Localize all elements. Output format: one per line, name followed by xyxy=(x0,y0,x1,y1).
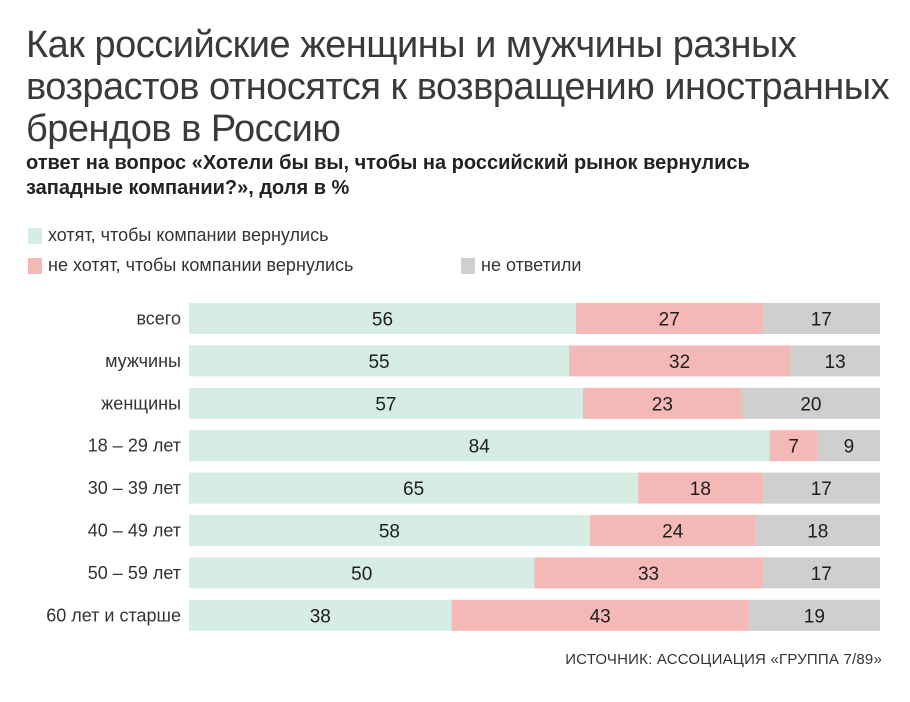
data-label-not-want: 18 xyxy=(690,479,711,500)
title-line-3: брендов в Россию xyxy=(26,108,341,150)
bar-segment-want xyxy=(189,599,452,631)
legend-swatch-not-want xyxy=(28,257,42,274)
data-label-not-want: 23 xyxy=(652,394,673,415)
data-label-not-want: 43 xyxy=(590,606,611,627)
bar-segment-no-answer xyxy=(762,303,880,334)
data-label-no-answer: 20 xyxy=(800,394,821,415)
data-label-not-want: 32 xyxy=(669,352,690,373)
bar-segment-no-answer xyxy=(762,557,880,589)
bar-segment-not-want xyxy=(451,599,749,631)
data-label-no-answer: 19 xyxy=(804,606,825,627)
data-label-no-answer: 9 xyxy=(844,437,855,458)
data-label-no-answer: 17 xyxy=(811,310,832,331)
data-label-want: 65 xyxy=(403,479,424,500)
bar-segment-not-want xyxy=(769,430,818,462)
category-label: 40 – 49 лет xyxy=(88,521,181,541)
legend-item-no-answer: не ответили xyxy=(461,255,581,276)
bar-segment-no-answer xyxy=(741,387,880,419)
bar-segment-want xyxy=(189,557,535,589)
bar-segment-not-want xyxy=(582,387,742,419)
data-label-no-answer: 17 xyxy=(811,479,832,500)
bar-segment-want xyxy=(189,387,583,419)
category-label: всего xyxy=(136,309,181,329)
data-label-want: 56 xyxy=(372,310,393,331)
bar-segment-no-answer xyxy=(790,345,880,377)
source-note: ИСТОЧНИК: АССОЦИАЦИЯ «ГРУППА 7/89» xyxy=(565,651,882,668)
category-label: 60 лет и старше xyxy=(46,605,181,625)
legend-label-not-want: не хотят, чтобы компании вернулись xyxy=(48,255,354,275)
bar-segment-no-answer xyxy=(817,430,880,462)
data-label-no-answer: 13 xyxy=(825,352,846,373)
data-label-want: 58 xyxy=(379,522,400,543)
data-label-want: 50 xyxy=(351,564,372,585)
data-label-want: 55 xyxy=(368,352,389,373)
data-label-want: 57 xyxy=(375,394,396,415)
bar-segment-not-want xyxy=(534,557,763,589)
bar-segment-want xyxy=(189,345,570,377)
title-line-2: возрастов относятся к возвращению иностр… xyxy=(26,66,890,108)
category-label: 50 – 59 лет xyxy=(88,563,181,583)
bar-segment-want xyxy=(189,515,590,546)
category-label: 30 – 39 лет xyxy=(88,478,181,498)
bar-segment-want xyxy=(189,430,770,462)
data-label-want: 84 xyxy=(469,437,491,458)
data-label-not-want: 24 xyxy=(662,522,684,543)
data-label-no-answer: 17 xyxy=(811,564,832,585)
legend-item-want: хотят, чтобы компании вернулись xyxy=(28,225,328,246)
bar-segment-not-want xyxy=(575,303,763,334)
bar-segment-not-want xyxy=(589,515,756,546)
bar-segment-not-want xyxy=(569,345,791,377)
title-line-1: Как российские женщины и мужчины разных xyxy=(26,24,797,66)
category-label: 18 – 29 лет xyxy=(88,436,181,456)
data-label-want: 38 xyxy=(310,606,331,627)
bar-segment-no-answer xyxy=(755,515,880,546)
legend-item-not-want: не хотят, чтобы компании вернулись xyxy=(28,255,353,276)
bar-segment-want xyxy=(189,472,639,504)
data-label-not-want: 7 xyxy=(788,437,799,458)
data-label-not-want: 27 xyxy=(659,310,680,331)
subtitle-line-1: ответ на вопрос «Хотели бы вы, чтобы на … xyxy=(26,152,750,174)
legend-swatch-no-answer xyxy=(461,257,475,274)
data-label-not-want: 33 xyxy=(638,564,659,585)
chart-title: Как российские женщины и мужчины разных … xyxy=(26,24,890,150)
bar-segment-not-want xyxy=(638,472,763,504)
chart-subtitle: ответ на вопрос «Хотели бы вы, чтобы на … xyxy=(26,151,886,201)
legend-label-no-answer: не ответили xyxy=(481,255,582,275)
legend-swatch-want xyxy=(28,227,42,244)
bar-segment-no-answer xyxy=(762,472,880,504)
category-label: женщины xyxy=(101,393,181,413)
subtitle-line-2: западные компании?», доля в % xyxy=(26,177,350,199)
bar-segment-want xyxy=(189,303,576,334)
legend-label-want: хотят, чтобы компании вернулись xyxy=(48,225,329,245)
category-label: мужчины xyxy=(105,351,181,371)
data-label-no-answer: 18 xyxy=(807,522,828,543)
bar-segment-no-answer xyxy=(748,599,880,631)
